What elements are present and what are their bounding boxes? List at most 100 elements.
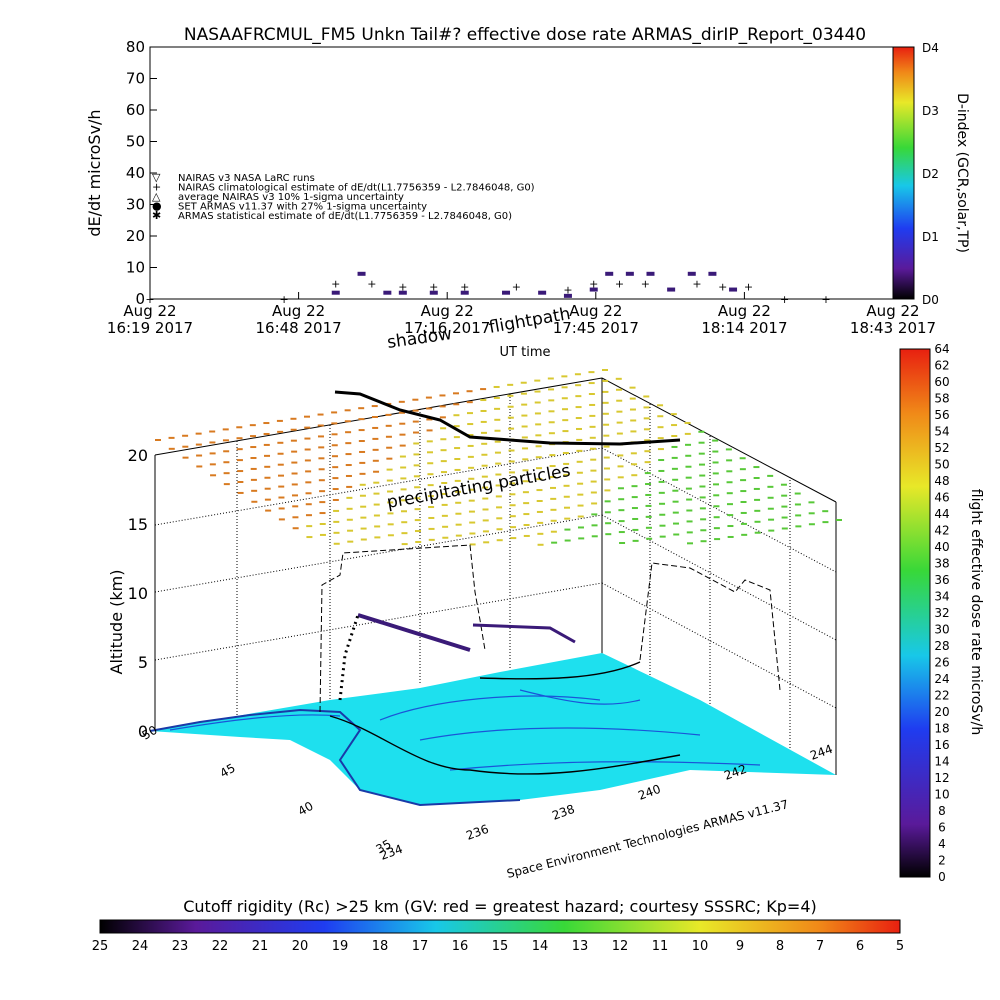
rc-tick: 19 <box>332 939 349 954</box>
nairas-point: + <box>145 293 154 306</box>
altitude-tick: 10 <box>128 584 148 603</box>
rc-tick: 14 <box>532 939 549 954</box>
dose-tick: 28 <box>934 639 949 653</box>
nairas-point: + <box>821 293 830 306</box>
dose-tick: 48 <box>934 474 949 488</box>
longitude-tick: 238 <box>550 802 576 823</box>
top-x-tick-date: Aug 22 <box>272 302 325 320</box>
armas-point <box>502 290 511 295</box>
legend-symbol: ▽ <box>152 171 161 184</box>
armas-point <box>429 290 438 295</box>
dose-tick: 42 <box>934 524 949 538</box>
dose-tick: 4 <box>938 837 946 851</box>
dose-tick: 54 <box>934 425 949 439</box>
nairas-point: + <box>398 280 407 293</box>
top-x-tick-time: 17:16 2017 <box>404 319 490 337</box>
flight-path-top <box>334 390 681 446</box>
nairas-point: + <box>367 277 376 290</box>
dose-tick: 8 <box>938 804 946 818</box>
dose-tick: 62 <box>934 359 949 373</box>
rc-tick: 13 <box>572 939 589 954</box>
longitude-tick: 244 <box>808 742 834 763</box>
nairas-point: + <box>331 277 340 290</box>
dose-tick: 6 <box>938 821 946 835</box>
top-x-tick-date: Aug 22 <box>123 302 176 320</box>
legend-entry: ARMAS statistical estimate of dE/dt(L1.7… <box>178 211 512 222</box>
dose-tick: 64 <box>934 342 949 356</box>
top-x-tick-time: 18:14 2017 <box>701 319 787 337</box>
dose-tick: 22 <box>934 689 949 703</box>
dose-tick: 16 <box>934 738 949 752</box>
legend-symbol: + <box>152 181 161 194</box>
legend-entry: average NAIRAS v3 10% 1-sigma uncertaint… <box>178 192 404 203</box>
top-series: + + + + + + + + + + + + + + + + + <box>145 271 831 306</box>
rc-tick: 6 <box>856 939 864 954</box>
altitude-tick: 15 <box>128 515 148 534</box>
rc-colorbar-label: Cutoff rigidity (Rc) >25 km (GV: red = g… <box>183 897 817 916</box>
legend-entry: SET ARMAS v11.37 with 27% 1-sigma uncert… <box>178 202 427 213</box>
top-x-tick-date: Aug 22 <box>421 302 474 320</box>
precipitating-particle-field <box>155 369 842 546</box>
rc-tick: 17 <box>412 939 429 954</box>
altitude-tick: 20 <box>128 446 148 465</box>
dose-tick: 32 <box>934 606 949 620</box>
altitude-tick: 5 <box>138 653 148 672</box>
armas-point <box>589 287 598 292</box>
armas-point <box>667 287 676 292</box>
armas-point <box>646 271 655 276</box>
dose-tick: 0 <box>938 870 946 884</box>
latitude-tick: 50 <box>140 723 160 743</box>
top-x-tick-time: 16:19 2017 <box>107 319 193 337</box>
dose-tick: 50 <box>934 458 949 472</box>
top-legend: ▽ NAIRAS v3 NASA LaRC runs + NAIRAS climato… <box>152 171 535 222</box>
armas-point <box>687 271 696 276</box>
dose-tick: 18 <box>934 722 949 736</box>
dose-tick: 26 <box>934 656 949 670</box>
rc-tick: 7 <box>816 939 824 954</box>
legend-symbol: ✱ <box>152 209 161 222</box>
nairas-point: + <box>780 293 789 306</box>
dose-colorbar <box>899 348 931 878</box>
top-y-tick-label: 60 <box>126 101 145 119</box>
dose-tick: 24 <box>934 672 949 686</box>
nairas-point: + <box>512 280 521 293</box>
top-y-tick-label: 10 <box>126 259 145 277</box>
shadow-annotation: shadow <box>386 324 453 353</box>
legend-entry: NAIRAS climatological estimate of dE/dt(… <box>178 183 535 194</box>
rc-tick: 11 <box>652 939 669 954</box>
top-y-tick-label: 20 <box>126 227 145 245</box>
altitude-trace <box>319 544 781 713</box>
armas-point <box>398 290 407 295</box>
nairas-point: + <box>718 280 727 293</box>
top-x-tick-time: 16:48 2017 <box>256 319 342 337</box>
rc-tick: 25 <box>92 939 109 954</box>
rc-colorbar <box>99 919 901 934</box>
rc-tick: 24 <box>132 939 149 954</box>
latitude-axis: 50 45 40 35 <box>140 723 394 857</box>
altitude-axis: 0 5 10 15 20 <box>128 446 148 741</box>
map-cyan-region <box>150 653 836 805</box>
d-index-tick: D1 <box>922 230 939 244</box>
nairas-point: + <box>280 293 289 306</box>
credit-text: Space Environment Technologies ARMAS v11… <box>505 797 789 881</box>
d-index-tick: D4 <box>922 41 939 55</box>
rc-tick: 10 <box>692 939 709 954</box>
figure-title: NASAAFRCMUL_FM5 Unkn Tail#? effective do… <box>184 25 866 45</box>
rc-tick: 21 <box>252 939 269 954</box>
map-surface <box>149 653 836 807</box>
rc-tick: 5 <box>896 939 904 954</box>
rc-tick: 8 <box>776 939 784 954</box>
top-y-tick-label: 30 <box>126 196 145 214</box>
top-x-tick-time: 17:45 2017 <box>553 319 639 337</box>
rc-tick: 23 <box>172 939 189 954</box>
dose-tick: 12 <box>934 771 949 785</box>
dose-tick: 58 <box>934 392 949 406</box>
rc-tick: 16 <box>452 939 469 954</box>
nairas-point: + <box>429 280 438 293</box>
top-y-tick-label: 70 <box>126 70 145 88</box>
armas-point <box>605 271 614 276</box>
dose-tick: 36 <box>934 573 949 587</box>
dose-tick: 20 <box>934 705 949 719</box>
top-y-tick-label: 40 <box>126 164 145 182</box>
